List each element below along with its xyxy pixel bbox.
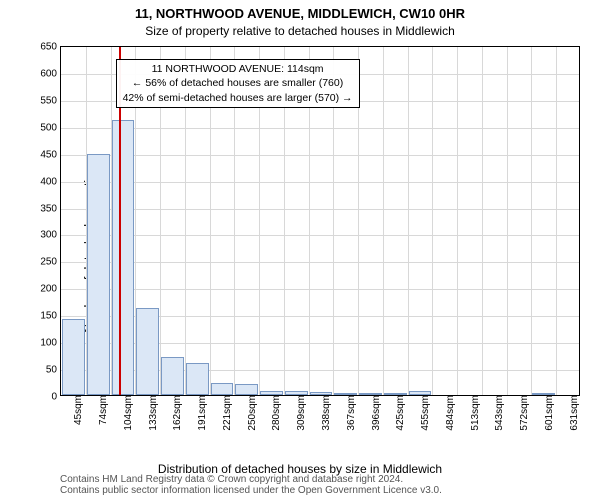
gridline-v: [408, 47, 409, 395]
histogram-bar: [161, 357, 184, 395]
x-tick-label: 601sqm: [544, 395, 555, 431]
x-tick-label: 280sqm: [271, 395, 282, 431]
chart-title: 11, NORTHWOOD AVENUE, MIDDLEWICH, CW10 0…: [0, 6, 600, 21]
x-tick-label: 104sqm: [123, 395, 134, 431]
x-tick-label: 513sqm: [470, 395, 481, 431]
gridline-h: [61, 289, 579, 290]
y-tick-label: 650: [40, 42, 61, 53]
x-tick-label: 425sqm: [395, 395, 406, 431]
histogram-bar: [186, 363, 209, 395]
y-tick-label: 550: [40, 95, 61, 106]
histogram-bar: [112, 120, 135, 395]
x-tick-label: 133sqm: [148, 395, 159, 431]
x-tick-label: 484sqm: [445, 395, 456, 431]
histogram-bar: [211, 383, 234, 395]
gridline-v: [507, 47, 508, 395]
x-tick-label: 250sqm: [247, 395, 258, 431]
x-tick-label: 631sqm: [569, 395, 580, 431]
annotation-line: ← 56% of detached houses are smaller (76…: [123, 76, 353, 90]
histogram-bar: [62, 319, 85, 395]
x-tick-label: 45sqm: [73, 395, 84, 425]
gridline-h: [61, 262, 579, 263]
footer-line-2: Contains public sector information licen…: [60, 485, 442, 496]
gridline-v: [556, 47, 557, 395]
x-tick-label: 367sqm: [346, 395, 357, 431]
footer-line-1: Contains HM Land Registry data © Crown c…: [60, 474, 442, 485]
chart-container: 11, NORTHWOOD AVENUE, MIDDLEWICH, CW10 0…: [0, 0, 600, 500]
y-tick-label: 400: [40, 176, 61, 187]
x-tick-label: 162sqm: [172, 395, 183, 431]
x-tick-label: 74sqm: [98, 395, 109, 425]
x-tick-label: 221sqm: [222, 395, 233, 431]
gridline-v: [432, 47, 433, 395]
gridline-h: [61, 128, 579, 129]
gridline-v: [457, 47, 458, 395]
gridline-h: [61, 235, 579, 236]
chart-subtitle: Size of property relative to detached ho…: [0, 24, 600, 38]
x-tick-label: 543sqm: [494, 395, 505, 431]
y-tick-label: 250: [40, 257, 61, 268]
gridline-v: [531, 47, 532, 395]
gridline-h: [61, 182, 579, 183]
gridline-h: [61, 155, 579, 156]
x-tick-label: 455sqm: [420, 395, 431, 431]
annotation-line: 42% of semi-detached houses are larger (…: [123, 91, 353, 105]
y-tick-label: 150: [40, 311, 61, 322]
histogram-bar: [87, 154, 110, 395]
y-tick-label: 200: [40, 284, 61, 295]
gridline-v: [482, 47, 483, 395]
x-tick-label: 572sqm: [519, 395, 530, 431]
x-tick-label: 309sqm: [296, 395, 307, 431]
x-tick-label: 191sqm: [197, 395, 208, 431]
x-tick-label: 396sqm: [371, 395, 382, 431]
plot-area: 0501001502002503003504004505005506006504…: [60, 46, 580, 396]
gridline-h: [61, 209, 579, 210]
annotation-box: 11 NORTHWOOD AVENUE: 114sqm← 56% of deta…: [116, 59, 360, 108]
y-tick-label: 500: [40, 122, 61, 133]
y-tick-label: 50: [46, 365, 61, 376]
histogram-bar: [235, 384, 258, 395]
y-tick-label: 100: [40, 338, 61, 349]
y-tick-label: 0: [51, 392, 61, 403]
x-tick-label: 338sqm: [321, 395, 332, 431]
histogram-bar: [136, 308, 159, 395]
gridline-v: [383, 47, 384, 395]
y-tick-label: 600: [40, 68, 61, 79]
y-tick-label: 450: [40, 149, 61, 160]
annotation-line: 11 NORTHWOOD AVENUE: 114sqm: [123, 62, 353, 76]
y-tick-label: 300: [40, 230, 61, 241]
y-tick-label: 350: [40, 203, 61, 214]
footer-attribution: Contains HM Land Registry data © Crown c…: [60, 474, 442, 496]
